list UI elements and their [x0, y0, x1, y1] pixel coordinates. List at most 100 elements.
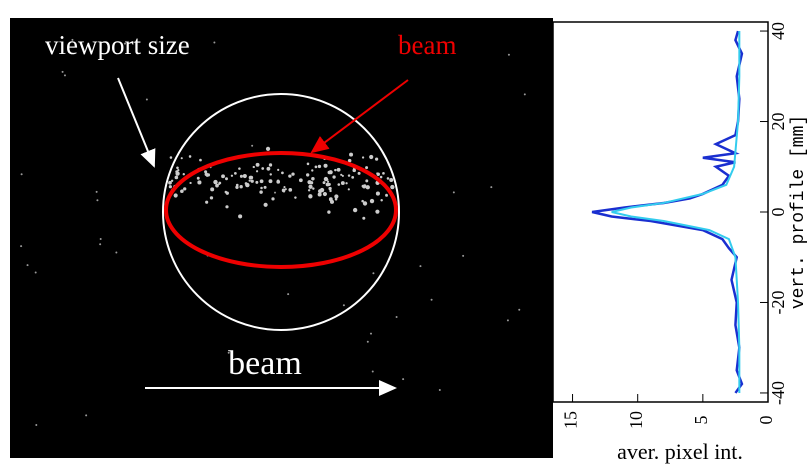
spot — [238, 167, 241, 170]
spot — [243, 174, 247, 178]
spot — [260, 179, 264, 183]
spot — [308, 194, 312, 198]
spot — [361, 200, 364, 203]
spot — [199, 159, 202, 162]
spot — [369, 155, 373, 159]
spot — [372, 370, 374, 372]
spot — [260, 187, 263, 190]
spot — [264, 203, 268, 207]
y-tick-label: 0 — [768, 208, 788, 217]
spot — [221, 174, 225, 178]
spot — [323, 192, 327, 196]
spot — [210, 187, 214, 191]
spot — [236, 184, 239, 187]
y-axis-label: vert. profile [mm] — [789, 115, 809, 309]
x-axis-label: aver. pixel int. — [617, 439, 743, 464]
spot — [240, 175, 243, 178]
spot — [365, 179, 368, 182]
spot — [181, 157, 183, 159]
spot — [264, 186, 267, 189]
spot — [312, 187, 314, 189]
spot — [253, 166, 255, 168]
spot — [256, 163, 260, 167]
spot — [375, 210, 379, 214]
spot — [326, 183, 330, 187]
camera-image — [10, 18, 553, 458]
spot — [343, 304, 345, 306]
spot — [27, 264, 29, 266]
spot — [439, 389, 441, 391]
spot — [490, 186, 492, 188]
spot — [270, 173, 272, 175]
spot — [171, 180, 173, 182]
spot — [307, 163, 310, 166]
spot — [358, 172, 361, 175]
spot — [376, 192, 380, 196]
spot — [259, 190, 262, 193]
spot — [328, 187, 331, 190]
spot — [170, 156, 173, 159]
y-tick-label: -40 — [768, 381, 788, 405]
spot — [349, 153, 353, 157]
spot — [327, 181, 329, 183]
spot — [366, 185, 370, 189]
x-tick-label: 15 — [561, 411, 581, 429]
spot — [518, 309, 520, 311]
spot — [299, 178, 303, 182]
spot — [291, 173, 294, 176]
spot — [62, 71, 64, 73]
spot — [175, 171, 179, 175]
spot — [323, 181, 326, 184]
spot — [387, 177, 390, 180]
spot — [239, 185, 242, 188]
spot — [197, 180, 201, 184]
spot — [261, 167, 264, 170]
spot — [348, 174, 350, 176]
spot — [390, 185, 394, 189]
spot — [288, 188, 292, 192]
spot — [251, 145, 253, 147]
spot — [524, 93, 526, 95]
spot — [100, 238, 102, 240]
spot — [507, 319, 509, 321]
spot — [345, 182, 347, 184]
spot — [288, 174, 291, 177]
spot — [385, 194, 387, 196]
spot — [210, 196, 213, 199]
spot — [35, 424, 37, 426]
spot — [327, 210, 330, 213]
spot — [96, 191, 98, 193]
spot — [96, 199, 98, 201]
spot — [334, 169, 336, 171]
spot — [337, 183, 340, 186]
spot — [380, 199, 382, 201]
plot-frame — [553, 22, 768, 402]
spot — [99, 243, 101, 245]
x-tick-label: 5 — [691, 416, 711, 425]
spot — [453, 191, 455, 193]
spot — [382, 172, 385, 175]
spot — [380, 176, 383, 179]
spot — [249, 176, 253, 180]
spot — [274, 192, 276, 194]
spot — [362, 185, 366, 189]
spot — [64, 74, 66, 76]
spot — [329, 190, 331, 192]
y-tick-label: 20 — [768, 113, 788, 131]
spot — [255, 181, 258, 184]
spot — [348, 188, 350, 190]
spot — [362, 217, 365, 220]
spot — [353, 208, 357, 212]
spot — [375, 158, 378, 161]
spot — [256, 170, 258, 172]
spot — [183, 187, 186, 190]
spot — [267, 167, 271, 171]
spot — [189, 182, 191, 184]
spot — [330, 200, 334, 204]
x-tick-label: 10 — [626, 411, 646, 429]
spot — [362, 156, 364, 158]
spot — [251, 180, 254, 183]
spot — [389, 178, 393, 182]
spot — [402, 378, 404, 380]
